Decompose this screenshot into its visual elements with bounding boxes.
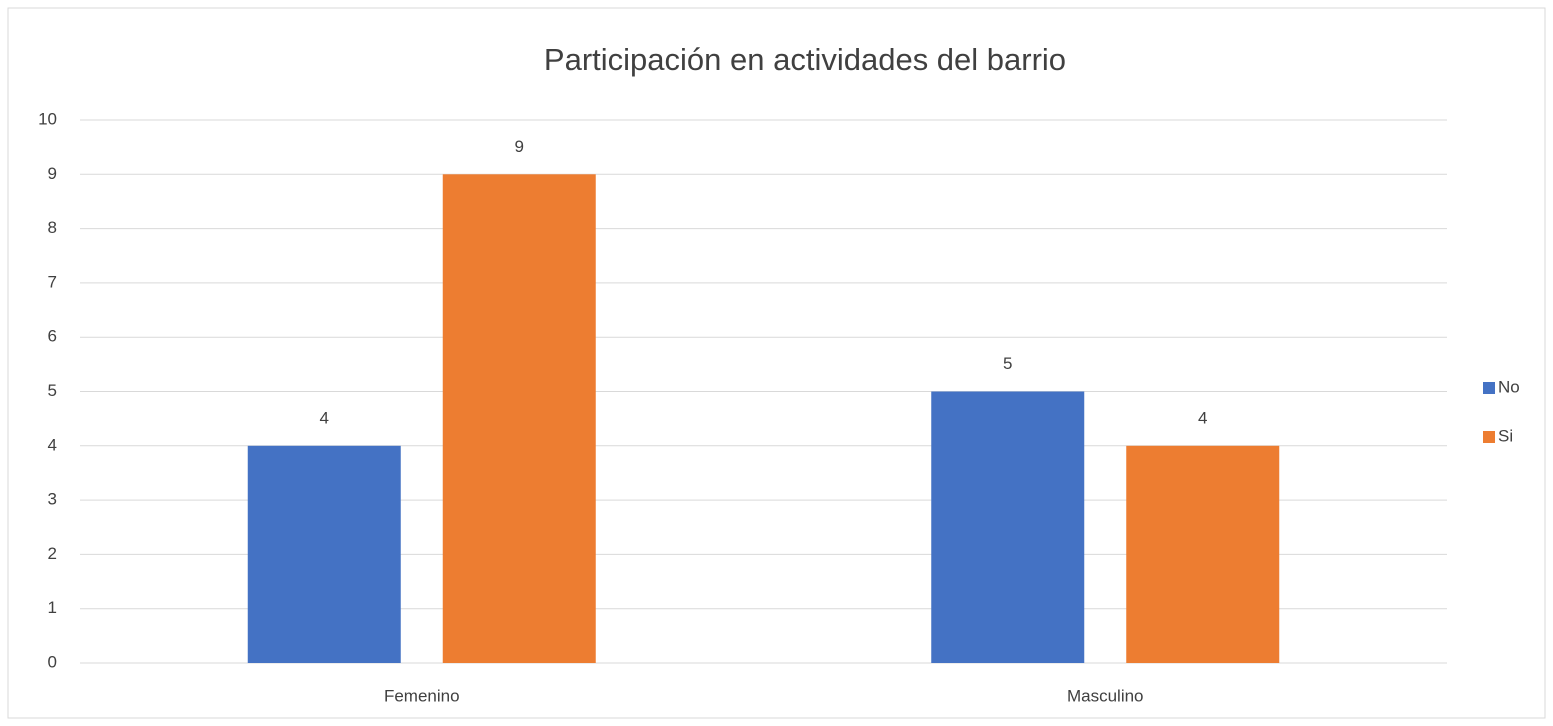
y-tick-label: 4: [48, 435, 57, 454]
bar: [442, 174, 596, 664]
y-tick-label: 8: [48, 218, 57, 237]
y-tick-label: 1: [48, 598, 57, 617]
x-tick-label: Femenino: [384, 686, 460, 705]
y-tick-label: 7: [48, 272, 57, 291]
legend-swatch: [1483, 382, 1495, 394]
x-tick-label: Masculino: [1067, 686, 1144, 705]
y-tick-label: 9: [48, 164, 57, 183]
y-tick-label: 3: [48, 490, 57, 509]
y-tick-label: 5: [48, 381, 57, 400]
y-tick-label: 10: [38, 109, 57, 128]
bar: [247, 445, 401, 663]
legend-label: No: [1498, 377, 1520, 396]
bar: [1126, 445, 1280, 663]
chart-title: Participación en actividades del barrio: [544, 42, 1066, 77]
chart-border: [7, 7, 1546, 719]
data-label: 4: [320, 408, 329, 427]
data-label: 4: [1198, 408, 1207, 427]
bar: [931, 391, 1085, 663]
y-tick-label: 6: [48, 327, 57, 346]
y-tick-label: 2: [48, 544, 57, 563]
legend-label: Si: [1498, 426, 1513, 445]
legend-swatch: [1483, 431, 1495, 443]
y-tick-label: 0: [48, 652, 57, 671]
data-label: 9: [515, 137, 524, 156]
data-label: 5: [1003, 354, 1012, 373]
